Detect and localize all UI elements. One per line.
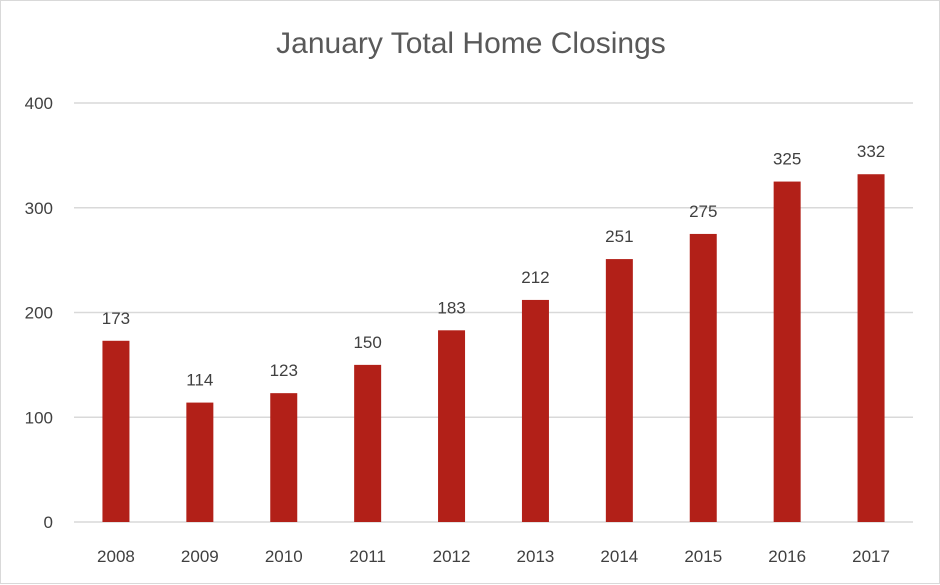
y-tick-label: 100 bbox=[25, 408, 53, 427]
x-tick-label-2010: 2010 bbox=[265, 547, 303, 566]
x-tick-label-2016: 2016 bbox=[768, 547, 806, 566]
bar-2011 bbox=[354, 364, 382, 522]
bar-2016 bbox=[773, 181, 801, 522]
y-tick-label: 0 bbox=[44, 513, 53, 532]
x-tick-label-2012: 2012 bbox=[433, 547, 471, 566]
x-tick-label-2015: 2015 bbox=[684, 547, 722, 566]
labels: 0 100 200 300 400 173 2008 114 2009 123 2010 150 201… bbox=[25, 94, 890, 566]
data-label-2015: 275 bbox=[689, 202, 717, 221]
bar-2017 bbox=[857, 174, 885, 523]
x-tick-label-2008: 2008 bbox=[97, 547, 135, 566]
data-label-2008: 173 bbox=[102, 309, 130, 328]
grid-lines bbox=[74, 102, 913, 523]
data-label-2010: 123 bbox=[270, 361, 298, 380]
chart-title: January Total Home Closings bbox=[276, 27, 666, 60]
data-label-2011: 150 bbox=[353, 333, 381, 352]
data-label-2013: 212 bbox=[521, 268, 549, 287]
bar-2008 bbox=[102, 340, 130, 522]
x-tick-label-2014: 2014 bbox=[600, 547, 638, 566]
y-tick-label: 200 bbox=[25, 304, 53, 323]
data-label-2012: 183 bbox=[437, 298, 465, 317]
x-tick-label-2011: 2011 bbox=[349, 547, 386, 566]
data-label-2016: 325 bbox=[773, 150, 801, 169]
data-label-2017: 332 bbox=[857, 142, 885, 161]
data-label-2009: 114 bbox=[186, 371, 213, 390]
y-tick-label: 400 bbox=[25, 94, 53, 113]
x-tick-label-2017: 2017 bbox=[852, 547, 890, 566]
x-tick-label-2009: 2009 bbox=[181, 547, 219, 566]
bar-2010 bbox=[270, 393, 298, 522]
bar-2015 bbox=[689, 233, 717, 522]
bars bbox=[102, 174, 885, 523]
bar-2014 bbox=[605, 259, 633, 522]
bar-2009 bbox=[186, 402, 214, 522]
bar-2013 bbox=[521, 299, 549, 522]
x-tick-label-2013: 2013 bbox=[517, 547, 555, 566]
bar-2012 bbox=[438, 330, 466, 522]
data-label-2014: 251 bbox=[605, 227, 633, 246]
y-tick-label: 300 bbox=[25, 199, 53, 218]
